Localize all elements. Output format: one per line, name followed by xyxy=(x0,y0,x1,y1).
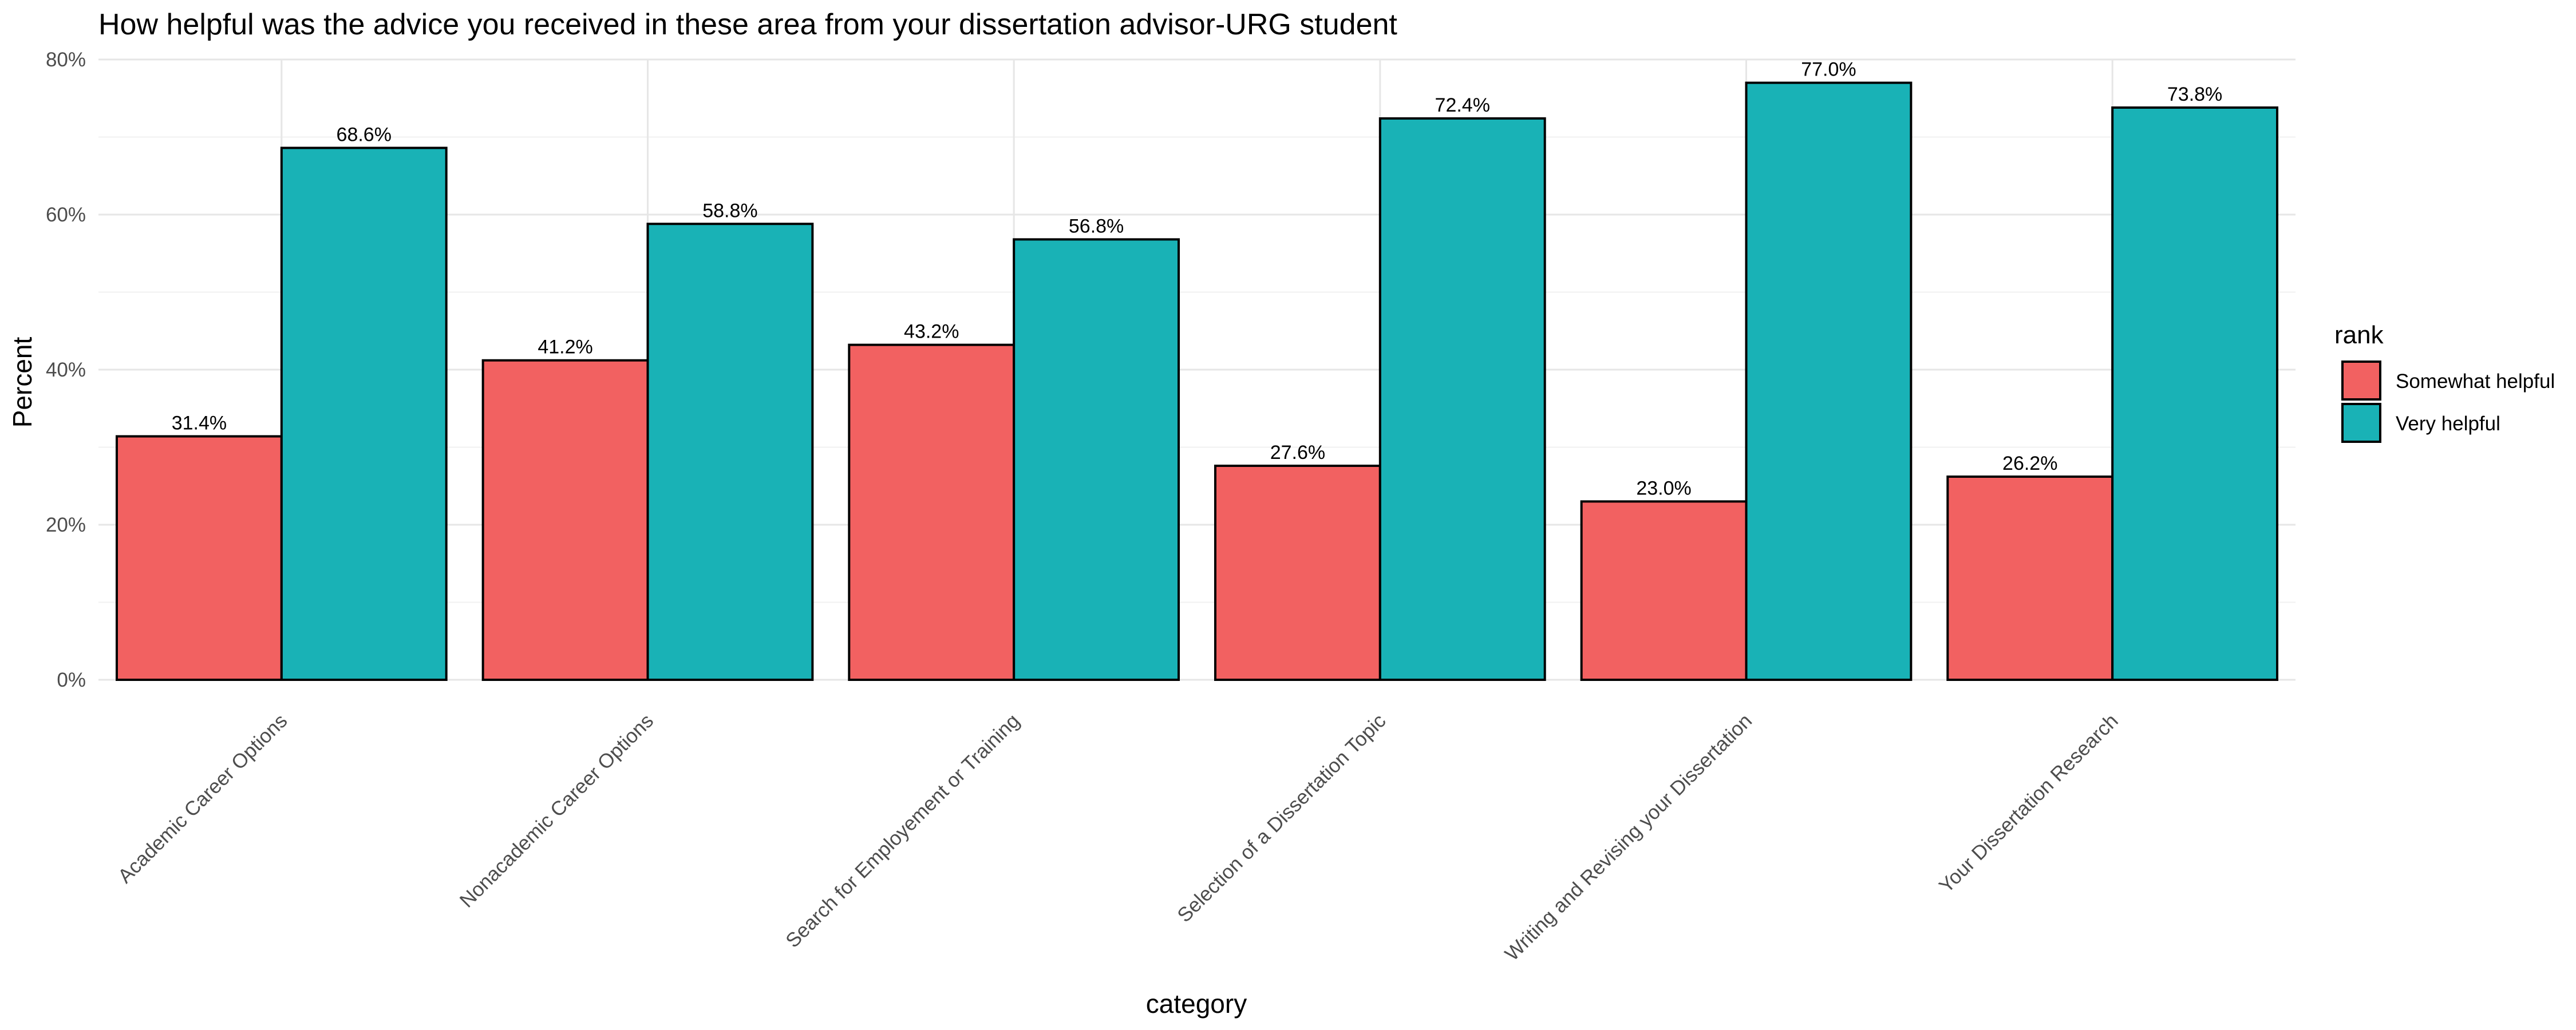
legend-title: rank xyxy=(2334,321,2384,349)
bar xyxy=(280,146,448,682)
x-tick-label: Search for Employement or Training xyxy=(781,710,1024,952)
chart-title: How helpful was the advice you received … xyxy=(98,8,1397,41)
bar-value-label: 43.2% xyxy=(904,321,959,343)
bar-value-label: 72.4% xyxy=(1435,94,1490,116)
bar xyxy=(481,359,649,681)
x-tick-label: Academic Career Options xyxy=(114,710,292,888)
bar-value-label: 23.0% xyxy=(1636,477,1691,499)
x-axis-title: category xyxy=(1146,989,1247,1019)
x-tick-label: Selection of a Dissertation Topic xyxy=(1173,710,1390,926)
bar-value-label: 26.2% xyxy=(2002,453,2057,474)
y-tick-label: 20% xyxy=(46,514,86,536)
bar xyxy=(115,435,283,682)
bars xyxy=(115,81,2279,682)
legend-label: Somewhat helpful xyxy=(2396,370,2555,393)
legend-label: Very helpful xyxy=(2396,413,2500,435)
bar-value-label: 73.8% xyxy=(2167,84,2222,105)
legend-key xyxy=(2341,403,2381,443)
y-axis-title: Percent xyxy=(7,337,37,428)
legend-key xyxy=(2341,360,2381,401)
x-axis-ticks: Academic Career Options Nonacademic Caree… xyxy=(114,710,2123,965)
y-axis-ticks: 0% 20% 40% 60% 80% xyxy=(46,49,86,691)
legend: rank Somewhat helpful Very helpful xyxy=(2334,321,2555,443)
bar xyxy=(1580,500,1748,681)
bar-value-label: 77.0% xyxy=(1801,59,1856,81)
bar-value-label: 27.6% xyxy=(1270,442,1325,464)
bar xyxy=(1745,81,1913,681)
bar-value-label: 56.8% xyxy=(1069,215,1124,237)
bar xyxy=(1214,465,1381,682)
bar-value-label: 68.6% xyxy=(337,124,392,145)
bar-value-label: 58.8% xyxy=(702,200,757,221)
bar-value-label: 31.4% xyxy=(172,413,227,434)
y-tick-label: 40% xyxy=(46,359,86,381)
x-tick-label: Nonacademic Career Options xyxy=(456,710,658,912)
x-tick-label: Writing and Revising your Dissertation xyxy=(1500,710,1756,965)
bar xyxy=(646,223,814,681)
bar-value-labels: 31.4% 41.2% 43.2% 27.6% 23.0% 26.2% 68.6% 58.8%… xyxy=(172,59,2223,500)
y-tick-label: 60% xyxy=(46,204,86,226)
bar-value-label: 41.2% xyxy=(538,336,592,358)
bar xyxy=(2111,106,2279,681)
y-tick-label: 0% xyxy=(57,669,86,691)
bar xyxy=(1946,475,2114,681)
y-tick-label: 80% xyxy=(46,49,86,71)
bar xyxy=(1378,117,1546,682)
bar xyxy=(1013,238,1180,681)
bar xyxy=(848,343,1016,681)
x-tick-label: Your Dissertation Research xyxy=(1935,710,2123,897)
